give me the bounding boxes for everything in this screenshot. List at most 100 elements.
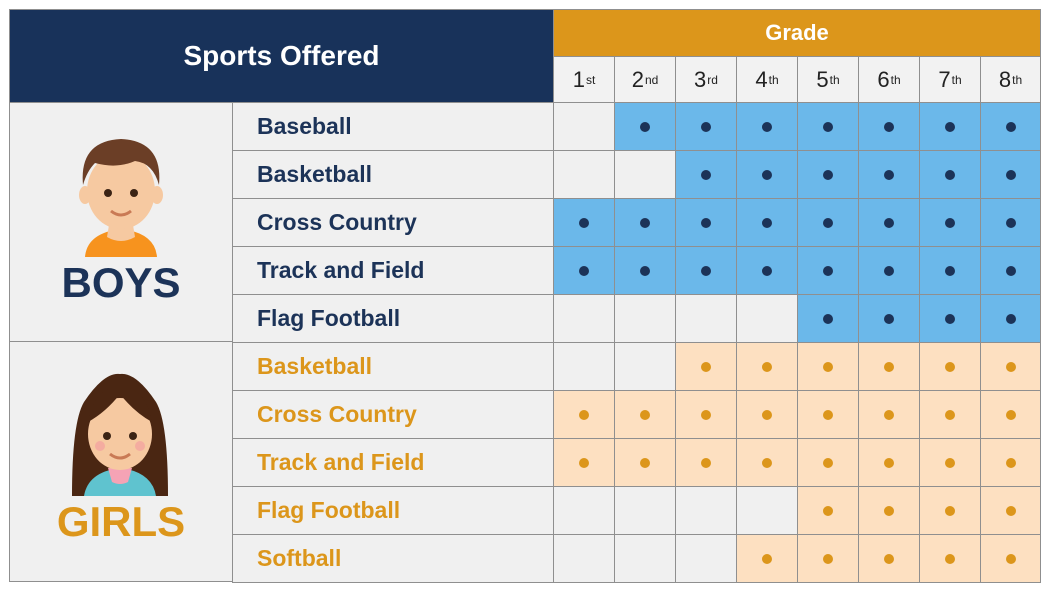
girls-grade-mark [797,534,859,583]
boys-grade-mark [858,294,920,343]
offered-dot [823,313,833,324]
offered-dot [945,169,955,180]
boys-grade-mark [736,198,798,247]
boy-avatar-icon [79,139,163,257]
offered-dot [762,553,772,564]
offered-dot [1005,217,1016,228]
boys-grade-mark [553,102,615,151]
offered-dot [579,217,589,228]
boys-sport-row-label: Flag Football [232,294,554,343]
offered-dot [701,169,711,180]
boys-grade-mark [797,102,859,151]
boys-grade-mark [797,150,859,199]
offered-dot [823,217,833,228]
offered-dot [762,217,772,228]
offered-dot [701,457,711,468]
girls-grade-mark [553,486,615,535]
girls-grade-mark [858,534,920,583]
grade-number: 3 [694,66,707,92]
grade-number: 7 [938,66,951,92]
grade-number: 8 [998,66,1012,92]
girls-grade-mark [919,534,981,583]
girls-grade-mark [858,486,920,535]
girls-sport-row-label: Softball [232,534,554,583]
girls-grade-mark [675,534,737,583]
boys-grade-mark [553,198,615,247]
offered-dot [823,505,833,516]
offered-dot [1005,265,1016,276]
boys-grade-mark [553,246,615,295]
grade-number: 6 [877,66,890,92]
boys-grade-mark [736,294,798,343]
boys-group: BOYS [9,102,233,342]
boys-grade-mark [980,198,1041,247]
offered-dot [945,217,955,228]
boys-grade-mark [675,150,737,199]
boys-grade-mark [797,294,859,343]
girls-group: GIRLS [9,341,233,582]
boys-grade-mark [919,198,981,247]
girls-grade-mark [797,342,859,391]
girls-grade-mark [797,486,859,535]
boys-sport-row-label: Baseball [232,102,554,151]
offered-dot [1005,505,1016,516]
girls-grade-mark [919,438,981,487]
boys-grade-mark [980,150,1041,199]
girls-sport-row-label: Basketball [232,342,554,391]
offered-dot [884,409,894,420]
girls-sport-row-label: Track and Field [232,438,554,487]
boys-grade-mark [675,294,737,343]
boys-grade-mark [858,246,920,295]
boys-grade-mark [736,150,798,199]
offered-dot [823,121,833,132]
girls-grade-mark [919,390,981,439]
offered-dot [823,361,833,372]
girls-sport-row-label: Cross Country [232,390,554,439]
boys-sport-row-label: Cross Country [232,198,554,247]
girls-grade-mark [614,438,676,487]
offered-dot [701,121,711,132]
boys-label: BOYS [61,259,181,306]
girls-grade-mark [858,438,920,487]
girls-grade-mark [736,438,798,487]
offered-dot [1005,457,1016,468]
girls-grade-mark [614,390,676,439]
grade-number: 5 [816,66,829,92]
boys-sport-row-label: Track and Field [232,246,554,295]
offered-dot [640,265,650,276]
offered-dot [579,457,589,468]
offered-dot [762,409,772,420]
offered-dot [945,121,955,132]
grade-number: 1 [572,66,585,92]
boys-grade-mark [553,294,615,343]
sports-table: Sports Offered Grade BOYS [9,9,1041,583]
girls-grade-mark [736,342,798,391]
boys-grade-mark [614,294,676,343]
offered-dot [884,121,894,132]
boys-sport-row-label: Basketball [232,150,554,199]
offered-dot [945,553,955,564]
offered-dot [701,409,711,420]
offered-dot [1005,361,1016,372]
offered-dot [823,409,833,420]
boys-grade-mark [675,198,737,247]
girls-grade-mark [553,342,615,391]
offered-dot [945,457,955,468]
offered-dot [884,265,894,276]
offered-dot [884,457,894,468]
girls-grade-mark [553,390,615,439]
offered-dot [884,505,894,516]
girls-grade-mark [736,390,798,439]
offered-dot [884,553,894,564]
offered-dot [762,361,772,372]
boys-grade-mark [797,246,859,295]
offered-dot [945,409,955,420]
offered-dot [823,265,833,276]
girls-grade-mark [797,390,859,439]
